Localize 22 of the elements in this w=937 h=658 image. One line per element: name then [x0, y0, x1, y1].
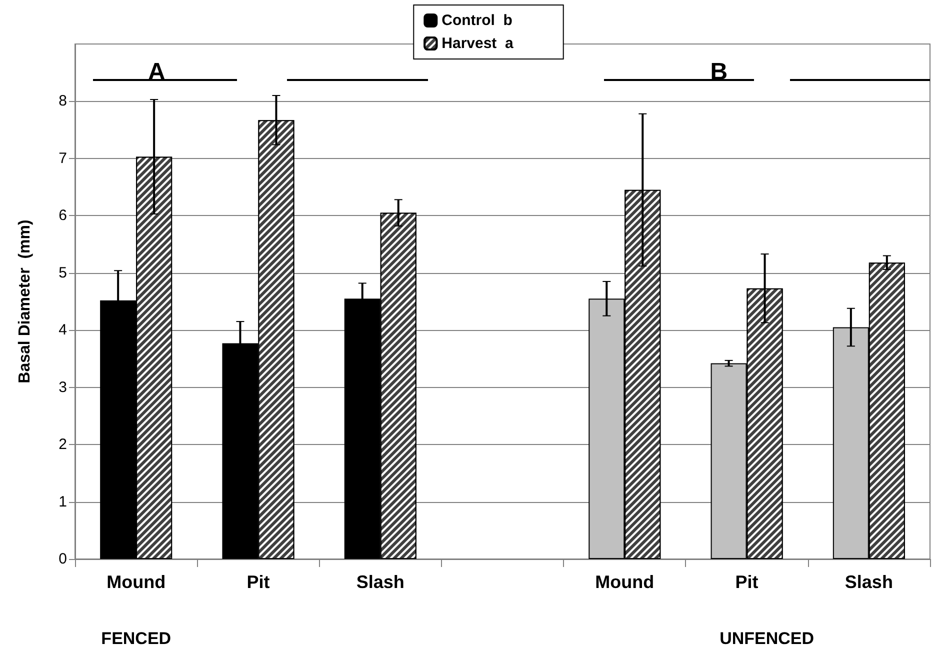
x-tick-label: Pit: [735, 572, 758, 592]
y-tick-label: 3: [58, 378, 67, 396]
x-tick-label: Mound: [595, 572, 654, 592]
x-tick-label: Pit: [246, 572, 270, 592]
annotation: B: [710, 58, 728, 86]
y-tick-label: 4: [58, 322, 67, 339]
text: UNFENCED: [720, 629, 814, 648]
x-tick-label: Slash: [844, 572, 893, 592]
text: FENCED: [101, 629, 172, 648]
legend-label: Control b: [442, 12, 512, 29]
y-tick-label: 2: [58, 436, 67, 454]
y-tick-label: 1: [58, 493, 67, 510]
legend-label: Harvest a: [442, 35, 514, 52]
y-tick-label: 8: [58, 92, 67, 110]
y-tick-label: 7: [58, 150, 67, 167]
x-tick-label: Mound: [106, 572, 166, 592]
y-tick-label: 0: [58, 550, 67, 568]
x-tick-label: Slash: [356, 572, 404, 592]
y-axis-title: Basal Diameter (mm): [16, 220, 34, 384]
annotation: A: [148, 58, 166, 86]
y-tick-label: 5: [58, 264, 67, 282]
y-tick-label: 6: [58, 207, 67, 224]
